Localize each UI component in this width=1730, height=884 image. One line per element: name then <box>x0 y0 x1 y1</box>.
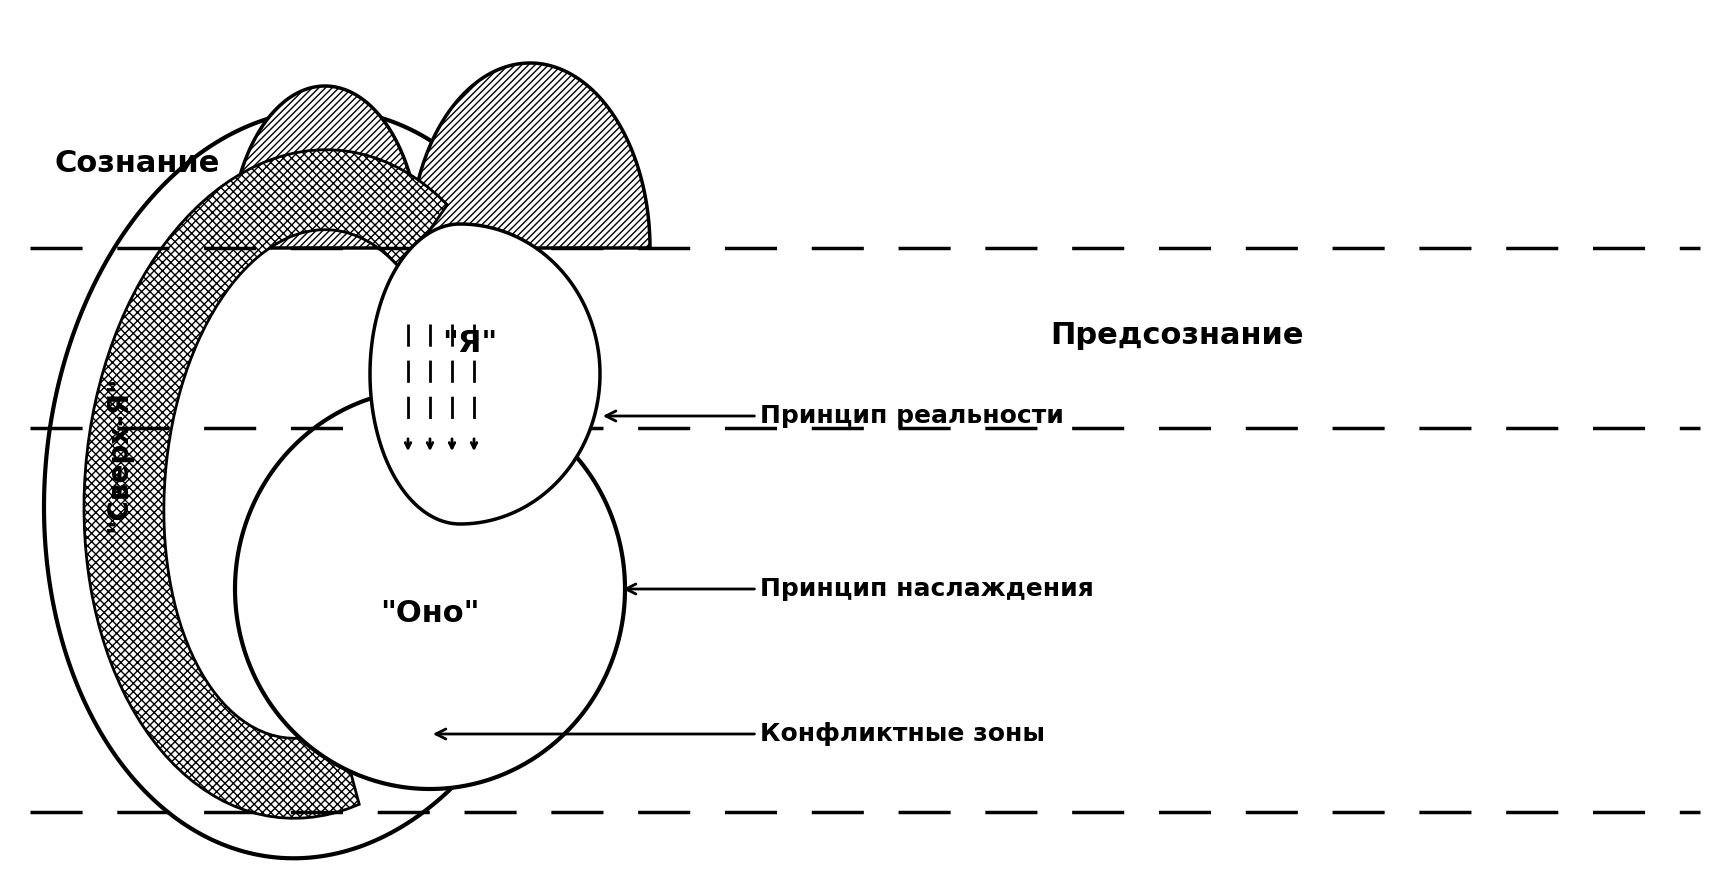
Polygon shape <box>370 224 600 524</box>
Text: "Я": "Я" <box>443 330 498 359</box>
Polygon shape <box>230 86 420 248</box>
Text: Принцип реальности: Принцип реальности <box>606 404 1064 428</box>
Text: "Сверх-Я": "Сверх-Я" <box>104 376 131 532</box>
Text: Предсознание: Предсознание <box>1050 322 1303 350</box>
Polygon shape <box>410 63 650 248</box>
Polygon shape <box>43 110 576 858</box>
Text: "Оно": "Оно" <box>381 599 479 629</box>
Text: Сознание: Сознание <box>55 149 220 179</box>
Polygon shape <box>235 389 625 789</box>
Text: Конфликтные зоны: Конфликтные зоны <box>436 722 1045 746</box>
Polygon shape <box>85 149 448 819</box>
Text: Принцип наслаждения: Принцип наслаждения <box>626 577 1093 601</box>
